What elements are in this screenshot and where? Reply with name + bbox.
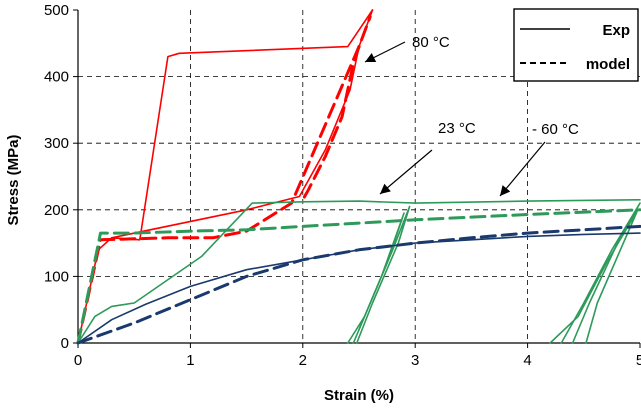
series-line bbox=[77, 199, 641, 344]
y-tick-label: 500 bbox=[44, 2, 69, 19]
annotation-arrow bbox=[499, 141, 546, 197]
series-line bbox=[76, 208, 641, 345]
y-tick-label: 0 bbox=[61, 335, 69, 352]
y-axis-title: Stress (MPa) bbox=[5, 135, 22, 226]
y-tick-label: 200 bbox=[44, 202, 69, 219]
x-tick-label: 0 bbox=[74, 352, 82, 369]
series-line bbox=[560, 202, 641, 344]
annotation-label: - 60 °C bbox=[532, 121, 579, 138]
arrow-head bbox=[365, 53, 377, 62]
series-line bbox=[76, 15, 372, 345]
annotations: 80 °C 23 °C - 60 °C bbox=[364, 34, 579, 197]
series-line bbox=[301, 45, 361, 202]
series-line bbox=[346, 212, 405, 344]
legend: Exp model bbox=[513, 8, 639, 82]
series-line bbox=[77, 232, 641, 344]
y-tick-label: 400 bbox=[44, 69, 69, 86]
series-line bbox=[549, 209, 639, 344]
series-line bbox=[76, 224, 641, 345]
x-tick-label: 2 bbox=[299, 352, 307, 369]
x-tick-label: 1 bbox=[186, 352, 194, 369]
legend-box bbox=[513, 8, 639, 82]
y-tick-label: 300 bbox=[44, 135, 69, 152]
annotation-arrow bbox=[379, 149, 433, 195]
x-tick-label: 5 bbox=[636, 352, 641, 369]
x-axis-title: Strain (%) bbox=[324, 387, 394, 404]
annotation-label: 23 °C bbox=[438, 120, 476, 137]
arrow-head bbox=[380, 183, 391, 194]
series-line bbox=[77, 9, 374, 344]
series-layer bbox=[76, 9, 641, 345]
axes: 0 1 2 3 4 5 0 100 200 300 400 500 bbox=[44, 2, 641, 369]
x-tick-label: 4 bbox=[523, 352, 531, 369]
legend-label: model bbox=[586, 56, 630, 73]
y-tick-label: 100 bbox=[44, 268, 69, 285]
annotation-label: 80 °C bbox=[412, 34, 450, 51]
x-tick-label: 3 bbox=[411, 352, 419, 369]
legend-label: Exp bbox=[602, 22, 630, 39]
series-line bbox=[110, 9, 374, 239]
arrow-head bbox=[500, 185, 511, 196]
